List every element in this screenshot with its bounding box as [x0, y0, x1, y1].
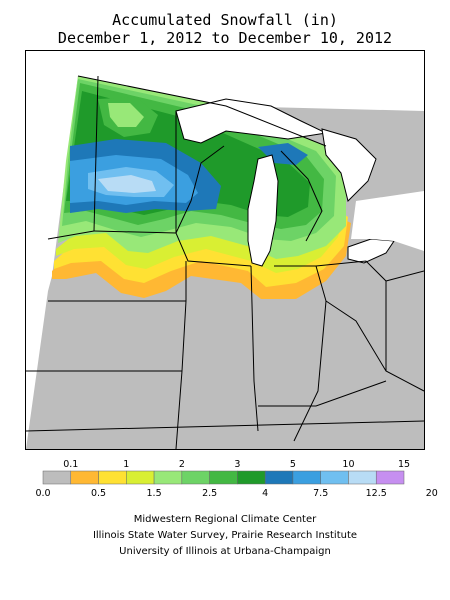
legend-label: 3 — [234, 459, 240, 470]
legend-upper-labels: 0.1 1 2 3 5 10 15 — [63, 459, 410, 470]
credit-mrcc: Midwestern Regional Climate Center — [133, 514, 317, 525]
snow-zone-paleblue — [98, 175, 156, 193]
legend-lower-labels: 0.0 0.5 1.5 2.5 4 7.5 12.5 20 — [35, 488, 437, 499]
legend-swatch — [320, 470, 349, 485]
credit-isws: Illinois State Water Survey, Prairie Res… — [92, 530, 358, 541]
lake-michigan — [247, 154, 279, 267]
legend-swatch — [98, 470, 127, 485]
legend-label: 0.5 — [91, 488, 106, 499]
legend-swatch — [348, 470, 377, 485]
legend-label: 2 — [179, 459, 185, 470]
legend-swatch — [292, 470, 321, 485]
snow-zone-lightgreen-north — [108, 103, 144, 127]
canada-water-east — [351, 191, 424, 251]
legend-label: 7.5 — [313, 488, 328, 499]
legend-label: 0.0 — [35, 488, 50, 499]
snowfall-map — [25, 50, 425, 450]
legend-label: 2.5 — [202, 488, 217, 499]
legend-swatch — [153, 470, 183, 485]
legend-label: 4 — [262, 488, 268, 499]
legend-swatch — [181, 470, 210, 485]
credit-uiuc: University of Illinois at Urbana-Champai… — [119, 546, 331, 557]
map-title: Accumulated Snowfall (in) — [112, 11, 338, 29]
legend-swatch — [375, 470, 405, 485]
legend-label: 1 — [123, 459, 129, 470]
legend-swatch — [264, 470, 294, 485]
legend-label: 12.5 — [366, 488, 387, 499]
legend-label: 10 — [342, 459, 354, 470]
legend-label: 20 — [426, 488, 438, 499]
legend-swatch — [209, 470, 238, 485]
legend-label: 1.5 — [147, 488, 162, 499]
legend-swatches — [42, 470, 405, 485]
legend-label: 15 — [398, 459, 410, 470]
legend-label: 5 — [290, 459, 296, 470]
legend-label: 0.1 — [63, 459, 78, 470]
map-date-range: December 1, 2012 to December 10, 2012 — [57, 29, 393, 47]
state-boundaries — [26, 75, 424, 449]
legend-swatch — [70, 470, 99, 485]
legend-swatch — [237, 470, 266, 485]
legend-swatch — [42, 470, 72, 485]
color-legend: 0.1 1 2 3 5 10 15 0.0 0.5 1.5 2.5 4 7.5 12.5 20 — [0, 455, 450, 510]
legend-swatch — [126, 470, 155, 485]
lake-superior — [175, 98, 328, 144]
lake-huron — [321, 128, 377, 202]
